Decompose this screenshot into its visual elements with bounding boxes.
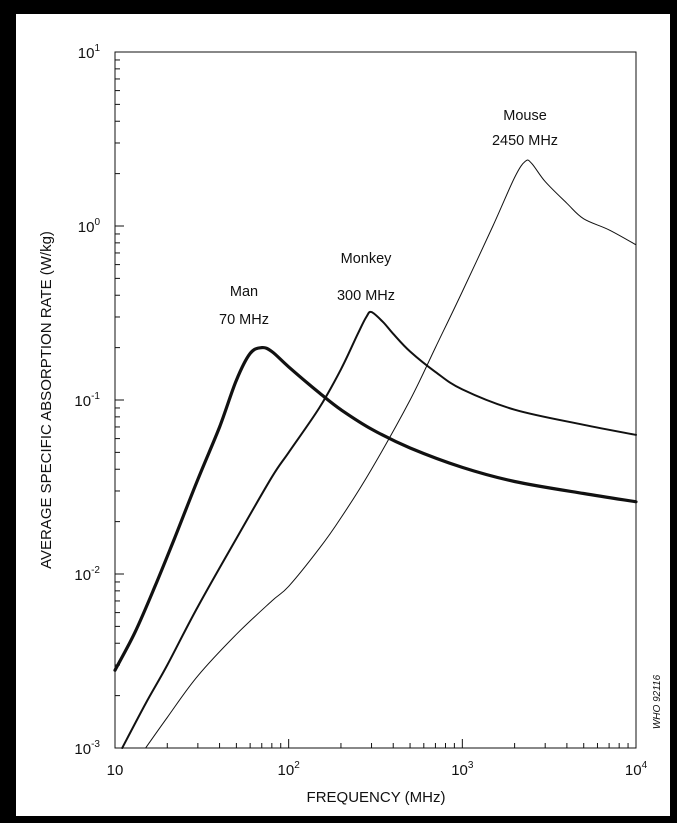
y-tick-label: 10-2: [74, 565, 100, 584]
x-tick-label-exponent: 3: [468, 760, 474, 771]
y-tick-label-base: 10: [74, 741, 91, 758]
x-tick-label-base: 10: [107, 762, 124, 779]
annotation-monkey-name: Monkey: [341, 251, 393, 267]
y-tick-label: 10-3: [74, 739, 100, 758]
series-man-line: [113, 345, 638, 672]
annotation-mouse-name: Mouse: [503, 108, 547, 124]
annotation-mouse-frequency: 2450 MHz: [492, 133, 558, 149]
x-tick-label-base: 10: [451, 762, 468, 779]
x-tick-label-base: 10: [278, 762, 295, 779]
y-axis-title: AVERAGE SPECIFIC ABSORPTION RATE (W/kg): [38, 231, 55, 569]
x-tick-group: 10 102 103 104: [107, 739, 648, 779]
annotation-man-frequency: 70 MHz: [219, 312, 269, 328]
x-tick-label: 103: [451, 760, 474, 779]
y-tick-label-base: 10: [74, 393, 91, 410]
chart-frame: AVERAGE SPECIFIC ABSORPTION RATE (W/kg) …: [16, 14, 670, 816]
y-tick-label: 100: [78, 217, 101, 236]
y-tick-label-exponent: 1: [94, 43, 100, 54]
plot-area-border: [114, 51, 637, 749]
series-group: [113, 159, 638, 749]
y-tick-label-exponent: -3: [91, 739, 100, 750]
x-tick-label: 102: [278, 760, 301, 779]
x-tick-label-exponent: 2: [294, 760, 300, 771]
x-tick-label-base: 10: [625, 762, 642, 779]
y-tick-label-exponent: -2: [91, 565, 100, 576]
annotation-monkey-frequency: 300 MHz: [337, 288, 395, 304]
y-tick-label: 10-1: [74, 391, 100, 410]
y-tick-label-base: 10: [78, 45, 95, 62]
y-tick-label: 101: [78, 43, 101, 62]
y-tick-label-base: 10: [78, 219, 95, 236]
x-axis-title: FREQUENCY (MHz): [307, 789, 446, 806]
annotation-man-name: Man: [230, 284, 258, 300]
y-tick-label-base: 10: [74, 567, 91, 584]
x-tick-label: 104: [625, 760, 648, 779]
y-tick-label-exponent: 0: [94, 217, 100, 228]
figure-code-note: WHO 92116: [652, 674, 663, 729]
x-tick-label: 10: [107, 762, 124, 779]
series-monkey-line: [121, 310, 637, 749]
chart-canvas: AVERAGE SPECIFIC ABSORPTION RATE (W/kg) …: [38, 43, 663, 806]
series-mouse-line: [145, 159, 637, 749]
x-tick-label-exponent: 4: [642, 760, 648, 771]
y-tick-label-exponent: -1: [91, 391, 100, 402]
